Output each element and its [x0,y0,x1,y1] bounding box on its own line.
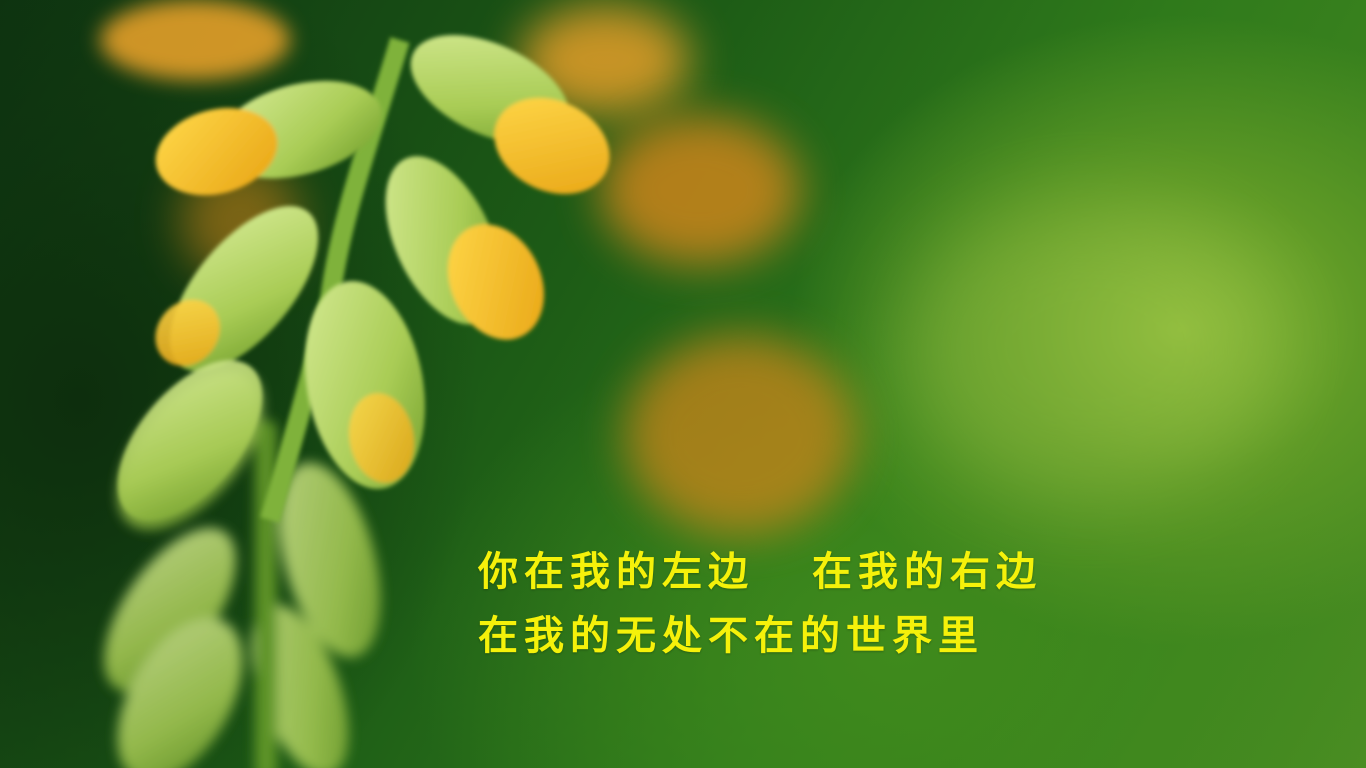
caption-line-2: 在我的无处不在的世界里 [478,613,984,659]
sharp-buds [117,35,610,520]
poem-caption: 你在我的左边 在我的右边 在我的无处不在的世界里 [478,540,1298,668]
caption-line-1-part-2: 在我的右边 [812,549,1042,595]
bokeh-yellow-top-left [100,0,290,80]
bokeh-orange-low [625,335,855,535]
caption-line-1-part-1: 你在我的左边 [478,549,754,595]
bokeh-orange-mid [600,115,800,265]
caption-line-1: 你在我的左边 在我的右边 [478,540,1298,604]
bokeh-light-green [900,200,1280,500]
